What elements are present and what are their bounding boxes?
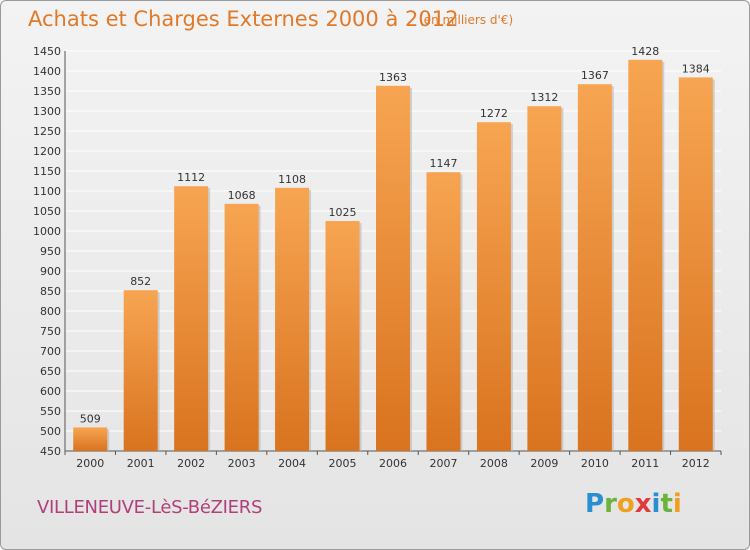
data-label: 1384 <box>682 62 710 75</box>
bar[interactable] <box>174 186 209 451</box>
data-label: 1272 <box>480 107 508 120</box>
y-tick-label: 1300 <box>33 105 61 118</box>
y-tick-label: 1350 <box>33 85 61 98</box>
x-tick-label: 2009 <box>530 457 558 470</box>
y-tick-label: 550 <box>40 405 61 418</box>
x-tick-label: 2004 <box>278 457 306 470</box>
y-tick-label: 700 <box>40 345 61 358</box>
logo-letter: t <box>660 489 673 519</box>
data-label: 1363 <box>379 71 407 84</box>
y-tick-label: 750 <box>40 325 61 338</box>
bar[interactable] <box>577 84 612 451</box>
bar[interactable] <box>426 172 461 451</box>
logo-letter: P <box>585 489 605 519</box>
data-label: 1147 <box>429 157 457 170</box>
y-tick-label: 950 <box>40 245 61 258</box>
data-label: 1068 <box>228 189 256 202</box>
y-tick-label: 900 <box>40 265 61 278</box>
x-tick-label: 2012 <box>682 457 710 470</box>
bar[interactable] <box>325 221 360 451</box>
logo-letter: r <box>604 489 617 519</box>
bar[interactable] <box>224 203 259 451</box>
bar[interactable] <box>275 187 310 452</box>
x-tick-label: 2010 <box>581 457 609 470</box>
y-tick-label: 500 <box>40 425 61 438</box>
x-tick-label: 2006 <box>379 457 407 470</box>
data-label: 852 <box>130 275 151 288</box>
data-label: 1025 <box>329 206 357 219</box>
bar[interactable] <box>73 427 108 451</box>
x-tick-label: 2005 <box>329 457 357 470</box>
data-label: 1367 <box>581 69 609 82</box>
x-tick-label: 2007 <box>429 457 457 470</box>
data-label: 1312 <box>530 91 558 104</box>
logo-letter: x <box>634 489 652 519</box>
y-tick-label: 650 <box>40 365 61 378</box>
bar[interactable] <box>678 77 713 452</box>
y-tick-label: 1250 <box>33 125 61 138</box>
x-tick-label: 2003 <box>228 457 256 470</box>
y-tick-label: 1050 <box>33 205 61 218</box>
y-tick-label: 1150 <box>33 165 61 178</box>
bar[interactable] <box>628 59 663 452</box>
y-tick-label: 1000 <box>33 225 61 238</box>
logo-letter: i <box>672 489 682 519</box>
x-tick-label: 2008 <box>480 457 508 470</box>
proxiti-logo[interactable]: Proxiti <box>585 489 682 519</box>
x-tick-label: 2011 <box>631 457 659 470</box>
y-tick-label: 1450 <box>33 45 61 58</box>
data-label: 1112 <box>177 171 205 184</box>
y-tick-label: 450 <box>40 445 61 458</box>
x-tick-label: 2000 <box>76 457 104 470</box>
chart-subtitle: (en milliers d'€) <box>419 13 514 27</box>
x-tick-label: 2002 <box>177 457 205 470</box>
y-tick-label: 1100 <box>33 185 61 198</box>
logo-letter: o <box>616 489 635 519</box>
bar[interactable] <box>476 122 511 451</box>
chart-title: Achats et Charges Externes 2000 à 2012 <box>28 7 459 31</box>
data-label: 1428 <box>631 45 659 58</box>
y-tick-label: 800 <box>40 305 61 318</box>
x-tick-label: 2001 <box>127 457 155 470</box>
y-tick-label: 600 <box>40 385 61 398</box>
bar[interactable] <box>123 290 158 451</box>
bar[interactable] <box>527 106 562 451</box>
commune-name: VILLENEUVE-LèS-BéZIERS <box>37 497 263 518</box>
y-tick-label: 1200 <box>33 145 61 158</box>
data-label: 509 <box>80 412 101 425</box>
logo-letter: i <box>651 489 661 519</box>
bar[interactable] <box>376 85 410 452</box>
y-tick-label: 850 <box>40 285 61 298</box>
data-label: 1108 <box>278 173 306 186</box>
y-tick-label: 1400 <box>33 65 61 78</box>
